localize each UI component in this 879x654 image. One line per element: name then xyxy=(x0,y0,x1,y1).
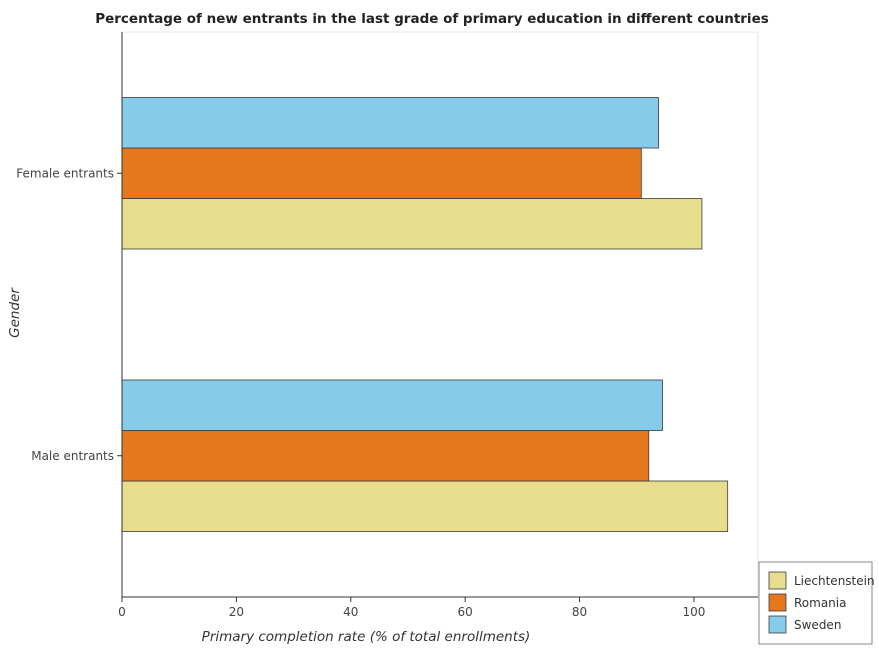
legend: Liechtenstein Romania Sweden xyxy=(758,561,875,645)
x-ticks: 0 20 40 60 80 100 xyxy=(118,597,705,619)
legend-items: Liechtenstein Romania Sweden xyxy=(768,571,875,634)
x-tick-label: 100 xyxy=(682,605,705,619)
x-tick-label: 20 xyxy=(229,605,244,619)
legend-swatch-romania xyxy=(768,593,787,612)
bar-liechtenstein-female-entrants xyxy=(121,198,703,250)
legend-swatch-liechtenstein xyxy=(768,571,787,590)
bar-sweden-male-entrants xyxy=(121,379,663,431)
x-axis-label: Primary completion rate (% of total enro… xyxy=(202,629,531,645)
y-axis-label: Gender xyxy=(7,287,23,338)
legend-label-romania: Romania xyxy=(794,596,846,610)
bar-liechtenstein-male-entrants xyxy=(121,480,729,532)
y-tick-label: Male entrants xyxy=(31,449,114,463)
x-tick-label: 60 xyxy=(458,605,473,619)
legend-label-liechtenstein: Liechtenstein xyxy=(794,574,875,588)
x-tick-label: 40 xyxy=(343,605,358,619)
x-tick-label: 0 xyxy=(118,605,126,619)
bar-romania-male-entrants xyxy=(121,430,650,482)
x-tick-label: 80 xyxy=(572,605,587,619)
y-ticks: Female entrants Male entrants xyxy=(16,166,122,463)
chart-title: Percentage of new entrants in the last g… xyxy=(95,11,769,27)
legend-label-sweden: Sweden xyxy=(794,618,841,632)
legend-swatch-sweden xyxy=(768,615,787,634)
bar-romania-female-entrants xyxy=(121,147,642,199)
y-tick-label: Female entrants xyxy=(16,166,114,180)
bars-layer xyxy=(121,97,729,532)
bar-sweden-female-entrants xyxy=(121,97,659,149)
